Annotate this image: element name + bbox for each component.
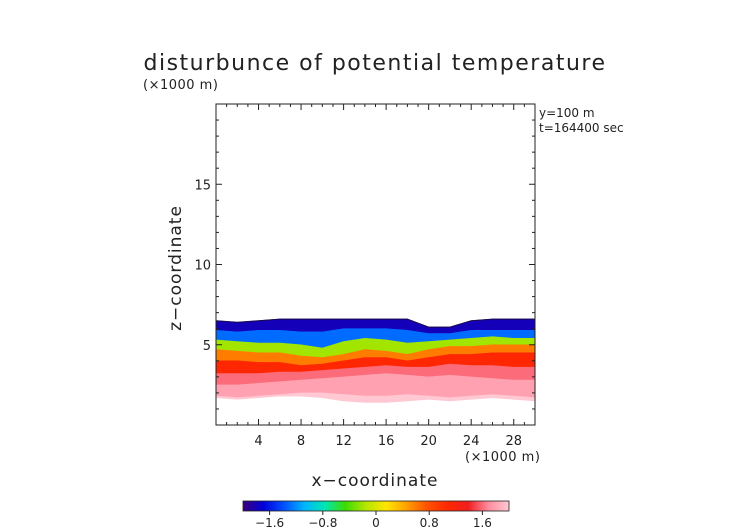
colorbar-ticks: −1.6 −0.8 0 0.8 1.6 <box>255 511 492 530</box>
x-tick-label: 16 <box>378 434 395 449</box>
annotation-y: y=100 m <box>539 106 595 120</box>
x-tick-label: 20 <box>420 434 437 449</box>
colorbar-tick-label: 0 <box>372 516 380 530</box>
x-axis: 4 8 12 16 20 24 28 <box>226 104 525 449</box>
x-tick-label: 28 <box>505 434 522 449</box>
y-tick-label: 10 <box>194 259 211 274</box>
x-tick-label: 4 <box>254 434 262 449</box>
x-tick-label: 12 <box>335 434 352 449</box>
annotation-t: t=164400 sec <box>539 121 624 135</box>
temperature-field <box>216 318 535 403</box>
colorbar-tick-label: 1.6 <box>473 516 492 530</box>
y-tick-label: 15 <box>194 178 211 193</box>
chart-title: disturbunce of potential temperature <box>144 51 607 76</box>
x-axis-title: x−coordinate <box>312 471 439 491</box>
x-tick-label: 24 <box>463 434 480 449</box>
colorbar-tick-label: −0.8 <box>308 516 337 530</box>
top-boundary-line <box>216 318 535 328</box>
x-tick-label: 8 <box>297 434 305 449</box>
colorbar-tick-label: −1.6 <box>255 516 284 530</box>
colorbar <box>242 500 510 512</box>
y-axis: 5 10 15 <box>194 119 535 410</box>
y-axis-title: z−coordinate <box>166 205 186 331</box>
z-unit-label: (×1000 m) <box>143 78 218 93</box>
y-tick-label: 5 <box>203 339 211 354</box>
colorbar-tick-label: 0.8 <box>420 516 439 530</box>
temperature-band <box>216 392 535 403</box>
x-unit-label: (×1000 m) <box>465 450 540 465</box>
